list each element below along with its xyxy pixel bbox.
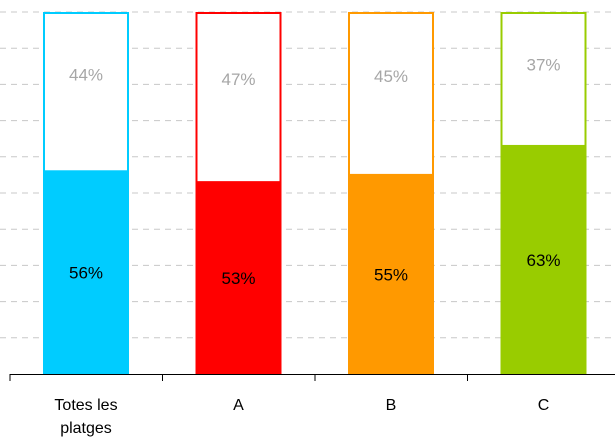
category-label: C — [538, 397, 550, 414]
data-label: 44% — [69, 66, 103, 85]
bars — [43, 12, 587, 374]
bar-filled — [43, 171, 129, 374]
data-label: 63% — [526, 251, 560, 270]
category-label: A — [233, 397, 244, 414]
bar-outline — [43, 12, 129, 173]
data-label: 45% — [374, 67, 408, 86]
data-label: 47% — [221, 70, 255, 89]
bar-outline — [500, 12, 587, 147]
data-labels: 56% 44% 53% 47% 55% 45% 63% 37% — [69, 56, 561, 288]
data-label: 56% — [69, 264, 103, 283]
bar-filled — [348, 174, 434, 374]
x-axis: Totes les platges A B C — [9, 374, 615, 437]
data-label: 55% — [374, 265, 408, 284]
category-label: Totes les — [54, 397, 117, 414]
bar-outline — [195, 12, 282, 184]
bar-filled — [500, 145, 587, 374]
bar-filled — [195, 182, 282, 374]
data-label: 53% — [221, 269, 255, 288]
data-label: 37% — [526, 56, 560, 75]
category-label: platges — [60, 420, 112, 437]
category-label: B — [386, 397, 397, 414]
bar-outline — [348, 12, 434, 176]
